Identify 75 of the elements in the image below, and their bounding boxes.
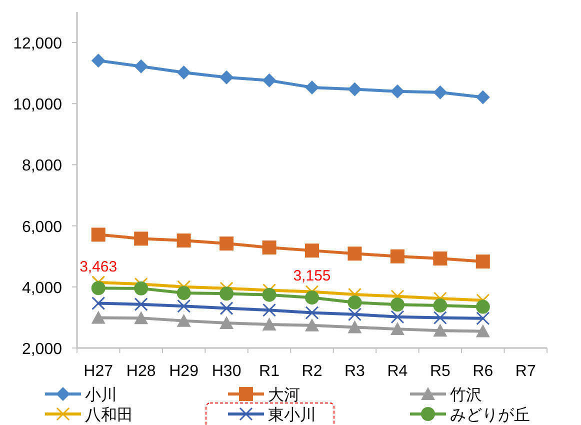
point: [92, 296, 106, 310]
x-tick-label: R3: [344, 363, 366, 380]
point: [220, 316, 234, 329]
point: [176, 314, 191, 327]
y-tick-label: 4,000: [22, 280, 62, 297]
point: [134, 232, 148, 246]
point: [476, 324, 490, 338]
point: [390, 84, 404, 98]
point: [390, 298, 404, 312]
point: [348, 295, 362, 310]
legend-label: 八和田: [85, 406, 133, 424]
legend-label: 小川: [85, 386, 117, 404]
point: [220, 302, 234, 316]
y-tick-label: 12,000: [13, 36, 62, 53]
point: [390, 310, 404, 324]
point: [390, 249, 404, 264]
point: [476, 254, 490, 269]
y-tick-label: 10,000: [13, 96, 62, 114]
x-tick-label: R6: [472, 363, 494, 380]
point: [433, 324, 448, 337]
legend-label: みどりが丘: [450, 406, 530, 424]
point: [91, 228, 106, 242]
point: [262, 317, 276, 330]
legend-label: 竹沢: [450, 387, 482, 404]
x-tick-label: R7: [515, 363, 536, 380]
point: [134, 298, 148, 312]
point: [433, 311, 447, 325]
point: [348, 320, 362, 334]
point: [134, 311, 148, 324]
point: [348, 82, 362, 96]
x-tick-label: H30: [212, 363, 242, 380]
x-tick-label: R5: [430, 363, 451, 380]
x-tick-label: H29: [169, 363, 199, 380]
legend-label: 大河: [268, 386, 300, 404]
point: [91, 54, 106, 68]
point: [305, 290, 319, 305]
point: [433, 252, 448, 266]
point: [348, 308, 362, 322]
y-tick-label: 6,000: [22, 218, 62, 236]
x-tick-label: H28: [126, 363, 156, 380]
point: [177, 299, 191, 313]
x-tick-label: H27: [84, 363, 114, 380]
point: [91, 310, 106, 324]
legend-label: 東小川: [268, 406, 316, 424]
annotation: 3,155: [293, 268, 331, 285]
point: [176, 233, 191, 248]
x-tick-label: R4: [387, 363, 408, 380]
point: [476, 90, 490, 104]
point: [220, 236, 234, 251]
point: [262, 73, 276, 88]
y-tick-label: 8,000: [22, 158, 62, 175]
point: [433, 298, 448, 313]
x-tick-label: R2: [302, 363, 322, 380]
x-tick-label: R1: [259, 363, 280, 380]
point: [433, 85, 448, 100]
point: [476, 300, 490, 314]
point: [176, 286, 191, 300]
point: [262, 288, 276, 302]
point: [91, 281, 106, 296]
point: [305, 318, 319, 332]
point: [476, 312, 490, 326]
point: [134, 59, 148, 74]
point: [390, 322, 404, 336]
point: [220, 70, 234, 84]
point: [134, 281, 148, 296]
point: [176, 65, 191, 80]
y-tick-label: 2,000: [22, 341, 62, 358]
point: [348, 246, 362, 261]
point: [305, 306, 319, 320]
point: [305, 80, 319, 94]
point: [262, 240, 276, 255]
annotation: 3,463: [80, 258, 118, 276]
point: [220, 286, 234, 301]
point: [262, 303, 276, 317]
point: [305, 244, 319, 258]
